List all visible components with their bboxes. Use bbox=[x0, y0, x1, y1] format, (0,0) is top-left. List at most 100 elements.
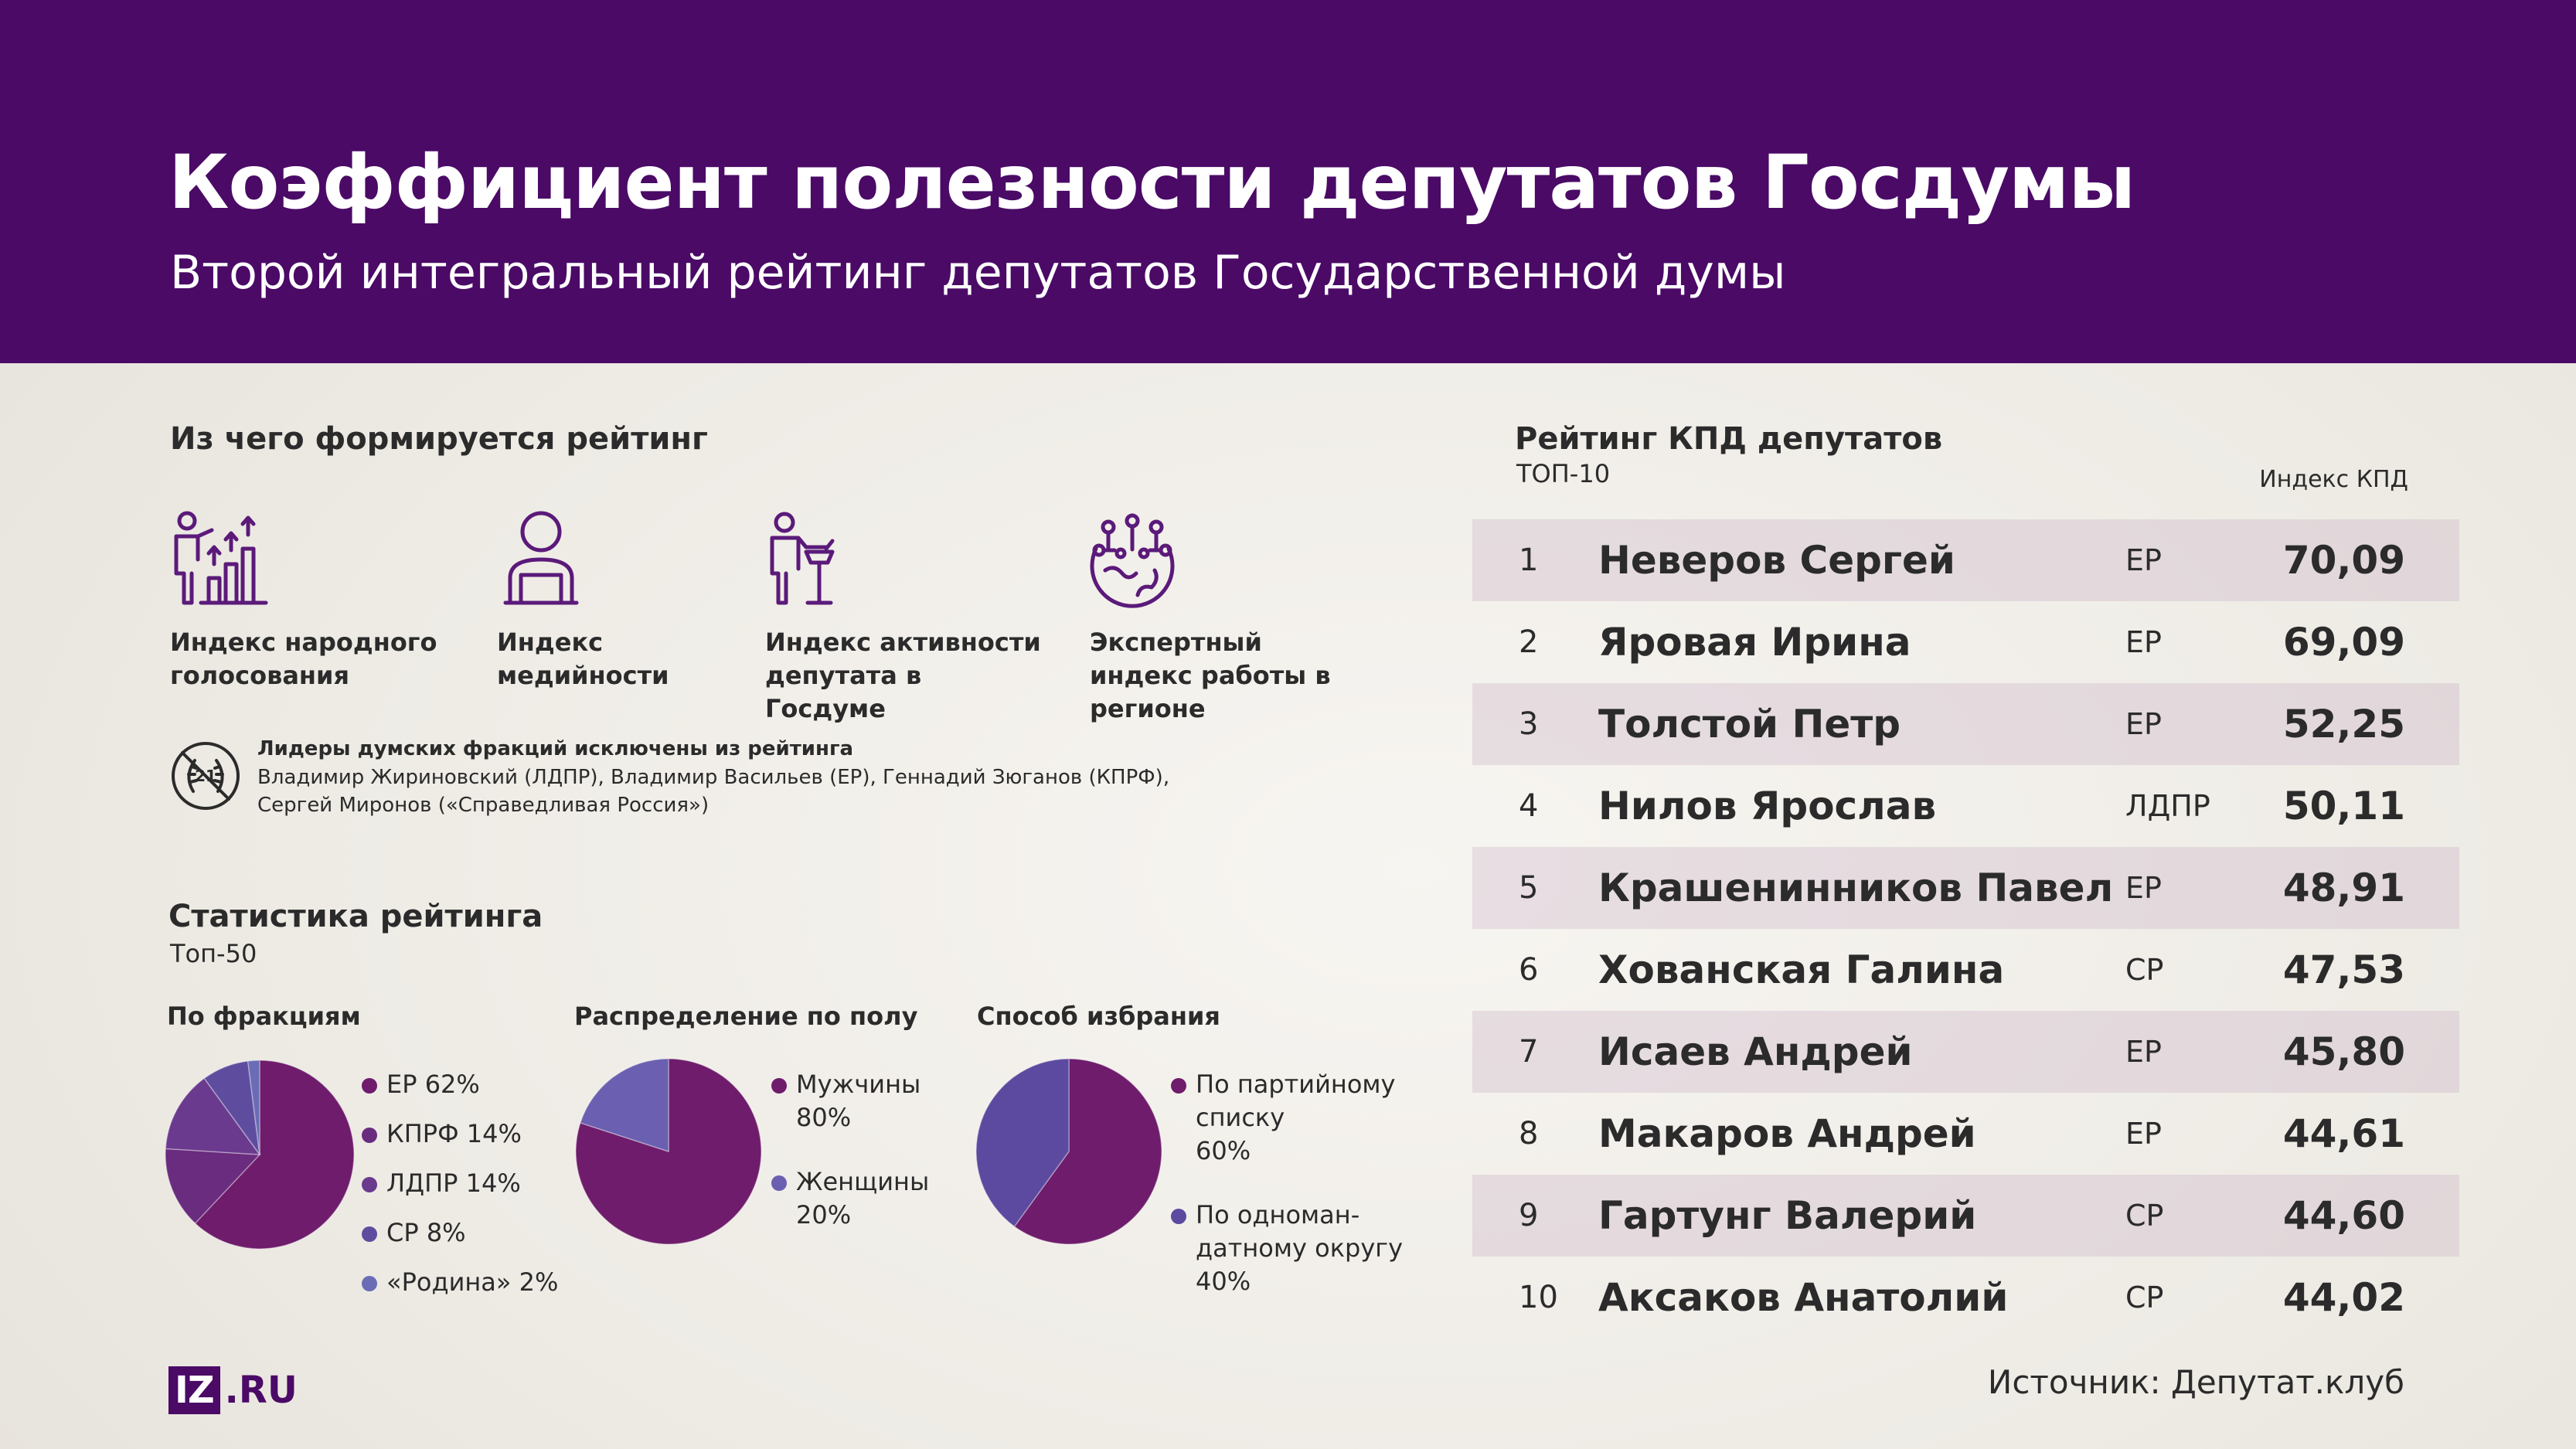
table-row: 6 Хованская Галина СР 47,53 bbox=[1472, 929, 2459, 1011]
pie-slice-2 bbox=[165, 1148, 261, 1224]
component-label: Экспертный индекс работы в регионе bbox=[1090, 628, 1331, 723]
deputy-name: Гартунг Валерий bbox=[1598, 1193, 1977, 1238]
legend-label: СР 8% bbox=[386, 1218, 466, 1247]
legend-label: ЕР 62% bbox=[386, 1070, 480, 1099]
pie-chart-election bbox=[976, 1059, 1162, 1244]
table-row: 10 Аксаков Анатолий СР 44,02 bbox=[1472, 1257, 2459, 1338]
deputy-name: Макаров Андрей bbox=[1598, 1111, 1976, 1156]
legend-election: По партийному списку 60% По одноман-датному… bbox=[1171, 1068, 1403, 1329]
table-row: 3 Толстой Петр ЕР 52,25 bbox=[1472, 683, 2459, 765]
deputy-name: Крашенинников Павел bbox=[1598, 866, 2114, 910]
party-cell: СР bbox=[2125, 1199, 2164, 1233]
composition-title: Из чего формируется рейтинг bbox=[170, 421, 708, 457]
rank-cell: 4 bbox=[1519, 788, 1539, 824]
kpd-value: 52,25 bbox=[2282, 702, 2405, 747]
page-title: Коэффициент полезности депутатов Госдумы bbox=[168, 139, 2135, 226]
legend-item: КПРФ 14% bbox=[362, 1117, 558, 1151]
component-label: Индекс народного голосования bbox=[170, 628, 437, 690]
party-cell: ЕР bbox=[2125, 707, 2162, 741]
legend-dot bbox=[362, 1276, 377, 1291]
pie-slice-1 bbox=[194, 1060, 354, 1249]
rank-cell: 5 bbox=[1519, 870, 1539, 906]
legend-label: 20% bbox=[796, 1200, 852, 1230]
source-note: Источник: Депутат.клуб bbox=[1987, 1363, 2404, 1401]
kpd-value: 44,60 bbox=[2282, 1193, 2405, 1238]
kpd-value: 47,53 bbox=[2282, 947, 2405, 992]
party-cell: ЛДПР bbox=[2125, 789, 2210, 823]
logo-domain: .RU bbox=[224, 1369, 298, 1412]
exclusion-text: Владимир Жириновский (ЛДПР), Владимир Ва… bbox=[257, 766, 1170, 817]
pie-title-gender: Распределение по полу bbox=[574, 1002, 918, 1031]
pie-slice-1 bbox=[576, 1059, 761, 1244]
header-banner: Коэффициент полезности депутатов Госдумы… bbox=[0, 0, 2576, 363]
rank-cell: 8 bbox=[1519, 1116, 1539, 1151]
iz-ru-logo: IZ .RU bbox=[168, 1366, 298, 1414]
globe-network-icon bbox=[1090, 513, 1175, 608]
person-at-laptop-icon bbox=[503, 511, 579, 605]
stats-title: Статистика рейтинга bbox=[168, 899, 543, 934]
legend-item: «Родина» 2% bbox=[362, 1266, 558, 1299]
rank-cell: 2 bbox=[1519, 624, 1539, 660]
legend-label: Мужчины bbox=[796, 1070, 921, 1099]
pie-slice-2 bbox=[579, 1059, 669, 1153]
legend-dot bbox=[362, 1177, 377, 1192]
legend-factions: ЕР 62% КПРФ 14% ЛДПР 14% СР 8% «Родина» 2% bbox=[362, 1068, 558, 1315]
legend-gender: Мужчины 80% Женщины 20% bbox=[771, 1068, 929, 1263]
ranking-value-header: Индекс КПД bbox=[2259, 466, 2408, 493]
party-cell: ЕР bbox=[2125, 625, 2162, 659]
kpd-value: 69,09 bbox=[2282, 620, 2405, 665]
legend-item: ЛДПР 14% bbox=[362, 1167, 558, 1200]
pie-slice-5 bbox=[247, 1060, 260, 1155]
party-cell: ЕР bbox=[2125, 543, 2162, 577]
legend-label: списку bbox=[1196, 1103, 1285, 1132]
ranking-title: Рейтинг КПД депутатов bbox=[1515, 421, 1943, 457]
legend-dot bbox=[1171, 1078, 1186, 1094]
deputy-name: Хованская Галина bbox=[1598, 947, 2005, 992]
pie-slice-2 bbox=[976, 1059, 1070, 1228]
table-row: 7 Исаев Андрей ЕР 45,80 bbox=[1472, 1011, 2459, 1093]
speaker-at-podium-icon bbox=[770, 512, 835, 605]
pie-slice-4 bbox=[203, 1060, 260, 1155]
legend-dot bbox=[1171, 1209, 1186, 1224]
people-voting-growth-icon bbox=[174, 511, 268, 605]
component-label: Индекс активности депутата в Госдуме bbox=[765, 628, 1041, 723]
legend-dot bbox=[362, 1226, 377, 1242]
deputy-name: Исаев Андрей bbox=[1598, 1029, 1913, 1074]
kpd-value: 45,80 bbox=[2282, 1029, 2405, 1074]
legend-item: СР 8% bbox=[362, 1216, 558, 1250]
table-row: 2 Яровая Ирина ЕР 69,09 bbox=[1472, 601, 2459, 683]
kpd-value: 70,09 bbox=[2282, 538, 2405, 583]
legend-item: По одноман-датному округу 40% bbox=[1171, 1199, 1403, 1298]
legend-label: ЛДПР 14% bbox=[386, 1168, 521, 1198]
legend-label: По одноман- bbox=[1196, 1200, 1360, 1230]
pie-title-election: Способ избрания bbox=[977, 1002, 1220, 1031]
pie-slice-3 bbox=[165, 1077, 261, 1155]
rank-cell: 10 bbox=[1519, 1280, 1558, 1315]
party-cell: ЕР bbox=[2125, 871, 2162, 905]
crossed-out-laurel-icon: 21 bbox=[172, 742, 240, 810]
party-cell: СР bbox=[2125, 1281, 2164, 1315]
table-row: 1 Неверов Сергей ЕР 70,09 bbox=[1472, 519, 2459, 601]
legend-label: 60% bbox=[1196, 1136, 1251, 1165]
deputy-name: Аксаков Анатолий bbox=[1598, 1275, 2009, 1320]
legend-label: «Родина» 2% bbox=[386, 1267, 559, 1297]
pie-slice-1 bbox=[1013, 1059, 1162, 1244]
legend-label: КПРФ 14% bbox=[386, 1119, 522, 1148]
party-cell: ЕР bbox=[2125, 1035, 2162, 1069]
page-subtitle: Второй интегральный рейтинг депутатов Го… bbox=[170, 246, 1786, 300]
legend-item: Мужчины 80% bbox=[771, 1068, 929, 1134]
kpd-value: 48,91 bbox=[2282, 866, 2405, 910]
table-row: 4 Нилов Ярослав ЛДПР 50,11 bbox=[1472, 765, 2459, 847]
legend-dot bbox=[771, 1078, 787, 1094]
table-row: 8 Макаров Андрей ЕР 44,61 bbox=[1472, 1093, 2459, 1175]
pie-chart-gender bbox=[576, 1059, 761, 1244]
component-label: Индекс медийности bbox=[497, 628, 669, 690]
legend-label: 80% bbox=[796, 1103, 852, 1132]
pie-chart-factions bbox=[165, 1060, 354, 1249]
rank-cell: 7 bbox=[1519, 1034, 1539, 1070]
rank-cell: 6 bbox=[1519, 952, 1539, 988]
legend-label: Женщины bbox=[796, 1167, 930, 1196]
legend-dot bbox=[362, 1128, 377, 1143]
ranking-table: 1 Неверов Сергей ЕР 70,09 2 Яровая Ирина ЕР 69,… bbox=[1472, 519, 2459, 1338]
pie-title-factions: По фракциям bbox=[167, 1002, 361, 1031]
